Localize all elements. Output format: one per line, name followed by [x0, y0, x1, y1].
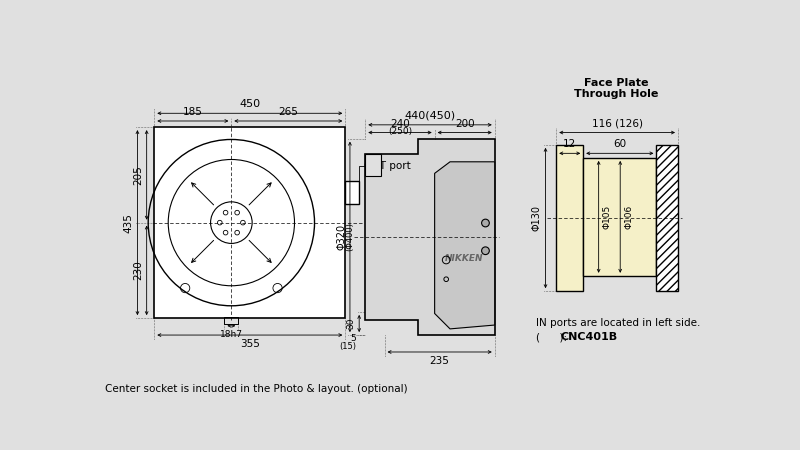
Text: Face Plate: Face Plate [584, 78, 649, 88]
Text: Center socket is included in the Photo & layout. (optional): Center socket is included in the Photo &… [105, 384, 407, 394]
Text: Through Hole: Through Hole [574, 89, 658, 99]
Polygon shape [366, 139, 494, 335]
Text: 450: 450 [239, 99, 261, 109]
Bar [583, 158, 656, 276]
Polygon shape [366, 154, 381, 176]
Text: 235: 235 [430, 356, 450, 366]
Bar [346, 181, 359, 204]
Text: Φ320: Φ320 [336, 224, 346, 250]
Bar [225, 316, 238, 324]
Text: 200: 200 [455, 119, 474, 129]
Text: 435: 435 [123, 213, 134, 233]
Text: 18h7: 18h7 [220, 330, 243, 339]
Text: 185: 185 [183, 107, 202, 117]
Text: 116 (126): 116 (126) [592, 119, 642, 129]
Polygon shape [434, 162, 494, 329]
Text: 60: 60 [614, 140, 626, 149]
Text: (250): (250) [388, 126, 412, 135]
Text: Φ106: Φ106 [624, 205, 633, 229]
Circle shape [482, 247, 490, 255]
Text: CNC401B: CNC401B [561, 333, 618, 342]
Circle shape [482, 219, 490, 227]
Text: 12: 12 [563, 140, 577, 149]
Text: 240: 240 [390, 119, 410, 129]
Text: 265: 265 [278, 107, 298, 117]
Text: 355: 355 [240, 339, 260, 349]
Text: 440(450): 440(450) [405, 111, 455, 121]
Text: Φ130: Φ130 [532, 205, 542, 231]
Bar [154, 127, 346, 318]
Text: OUT port: OUT port [364, 161, 410, 171]
Text: (      ):: ( ): [535, 333, 566, 342]
Text: NIKKEN: NIKKEN [445, 253, 483, 262]
Text: Φ105: Φ105 [602, 205, 611, 229]
Bar [656, 145, 678, 291]
Text: 30: 30 [346, 318, 355, 329]
Text: (15): (15) [339, 342, 356, 351]
Text: IN ports are located in left side.: IN ports are located in left side. [535, 319, 700, 328]
Text: (Φ400): (Φ400) [346, 222, 354, 251]
Text: 230: 230 [133, 261, 143, 280]
Text: 5: 5 [350, 334, 356, 343]
Bar [556, 145, 583, 291]
Text: 205: 205 [133, 165, 143, 185]
